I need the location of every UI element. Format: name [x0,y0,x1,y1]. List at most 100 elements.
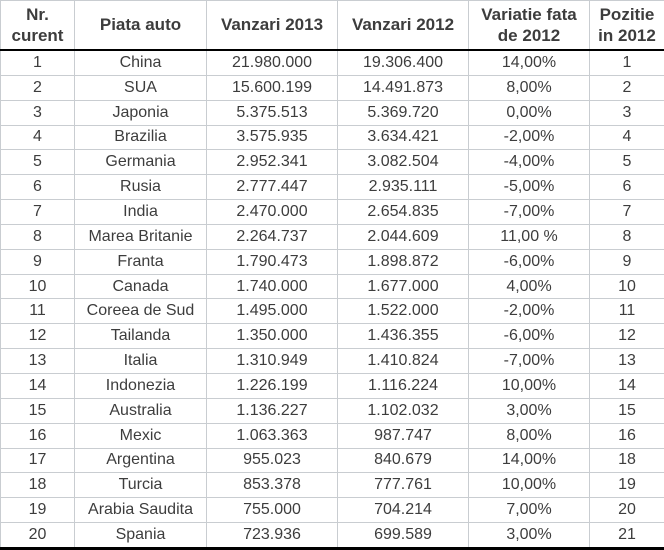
cell-nr-curent: 4 [0,124,75,151]
cell-vanzari-2012: 3.634.421 [337,124,469,151]
cell-piata-auto: Indonezia [74,372,207,399]
cell-vanzari-2013: 1.226.199 [206,372,338,399]
cell-piata-auto: Italia [74,348,207,374]
cell-variatie: -2,00% [468,124,590,151]
cell-pozitie-2012: 19 [589,472,664,499]
cell-piata-auto: Brazilia [74,124,207,151]
cell-variatie: 3,00% [468,522,590,550]
cell-nr-curent: 1 [0,49,75,76]
table-row: 3 Japonia 5.375.513 5.369.720 0,00% 3 [0,99,664,126]
table-row: 15 Australia 1.136.227 1.102.032 3,00% 15 [0,397,664,424]
cell-nr-curent: 3 [0,99,75,126]
cell-vanzari-2013: 15.600.199 [206,74,338,101]
cell-vanzari-2012: 2.935.111 [337,174,469,201]
table-row: 16 Mexic 1.063.363 987.747 8,00% 16 [0,422,664,449]
cell-variatie: 10,00% [468,372,590,399]
cell-pozitie-2012: 1 [589,49,664,76]
table-row: 1 China 21.980.000 19.306.400 14,00% 1 [0,49,664,76]
cell-piata-auto: Rusia [74,174,207,201]
cell-variatie: 7,00% [468,497,590,524]
cell-vanzari-2013: 2.952.341 [206,149,338,176]
cell-vanzari-2013: 1.495.000 [206,298,338,325]
header-piata-auto: Piata auto [74,0,207,51]
cell-vanzari-2013: 955.023 [206,447,338,474]
cell-vanzari-2012: 777.761 [337,472,469,499]
cell-variatie: 8,00% [468,422,590,449]
cell-vanzari-2012: 19.306.400 [337,49,469,76]
cell-nr-curent: 12 [0,323,75,350]
cell-piata-auto: Germania [74,149,207,176]
cell-piata-auto: Marea Britanie [74,223,207,250]
table-header-row: Nr. curent Piata auto Vanzari 2013 Vanza… [0,0,664,51]
cell-vanzari-2013: 1.740.000 [206,273,338,300]
table-row: 7 India 2.470.000 2.654.835 -7,00% 7 [0,199,664,225]
cell-vanzari-2012: 1.436.355 [337,323,469,350]
cell-vanzari-2012: 5.369.720 [337,99,469,126]
cell-piata-auto: Arabia Saudita [74,497,207,524]
cell-variatie: 14,00% [468,447,590,474]
table-row: 13 Italia 1.310.949 1.410.824 -7,00% 13 [0,348,664,374]
cell-nr-curent: 13 [0,348,75,374]
cell-nr-curent: 14 [0,372,75,399]
cell-piata-auto: Mexic [74,422,207,449]
table-row: 18 Turcia 853.378 777.761 10,00% 19 [0,472,664,499]
cell-piata-auto: Canada [74,273,207,300]
cell-variatie: -4,00% [468,149,590,176]
cell-pozitie-2012: 4 [589,124,664,151]
cell-pozitie-2012: 16 [589,422,664,449]
cell-variatie: 10,00% [468,472,590,499]
cell-vanzari-2013: 755.000 [206,497,338,524]
cell-piata-auto: Tailanda [74,323,207,350]
cell-piata-auto: Coreea de Sud [74,298,207,325]
cell-piata-auto: Spania [74,522,207,550]
cell-nr-curent: 10 [0,273,75,300]
cell-vanzari-2012: 840.679 [337,447,469,474]
cell-pozitie-2012: 13 [589,348,664,374]
table-row: 6 Rusia 2.777.447 2.935.111 -5,00% 6 [0,174,664,201]
cell-pozitie-2012: 15 [589,397,664,424]
cell-vanzari-2013: 1.136.227 [206,397,338,424]
table-row: 8 Marea Britanie 2.264.737 2.044.609 11,00 %… [0,223,664,250]
cell-piata-auto: Argentina [74,447,207,474]
cell-vanzari-2012: 14.491.873 [337,74,469,101]
cell-nr-curent: 2 [0,74,75,101]
cell-nr-curent: 17 [0,447,75,474]
cell-nr-curent: 6 [0,174,75,201]
cell-nr-curent: 8 [0,223,75,250]
cell-vanzari-2013: 1.310.949 [206,348,338,374]
table-body: 1 China 21.980.000 19.306.400 14,00% 1 2 SUA 15.… [0,49,664,550]
cell-pozitie-2012: 7 [589,199,664,225]
header-vanzari-2012: Vanzari 2012 [337,0,469,51]
cell-vanzari-2013: 723.936 [206,522,338,550]
header-variatie-fata-de-2012: Variatie fata de 2012 [468,0,590,51]
cell-nr-curent: 9 [0,248,75,275]
header-pozitie-in-2012: Pozitie in 2012 [589,0,664,51]
table-row: 9 Franta 1.790.473 1.898.872 -6,00% 9 [0,248,664,275]
table-row: 10 Canada 1.740.000 1.677.000 4,00% 10 [0,273,664,300]
cell-pozitie-2012: 20 [589,497,664,524]
cell-nr-curent: 11 [0,298,75,325]
cell-vanzari-2013: 853.378 [206,472,338,499]
cell-pozitie-2012: 10 [589,273,664,300]
cell-variatie: 4,00% [468,273,590,300]
cell-pozitie-2012: 11 [589,298,664,325]
cell-piata-auto: SUA [74,74,207,101]
cell-nr-curent: 19 [0,497,75,524]
cell-pozitie-2012: 2 [589,74,664,101]
table-row: 4 Brazilia 3.575.935 3.634.421 -2,00% 4 [0,124,664,151]
cell-pozitie-2012: 21 [589,522,664,550]
cell-vanzari-2012: 1.677.000 [337,273,469,300]
cell-vanzari-2012: 699.589 [337,522,469,550]
table-row: 14 Indonezia 1.226.199 1.116.224 10,00% 14 [0,372,664,399]
cell-variatie: 11,00 % [468,223,590,250]
cell-vanzari-2012: 704.214 [337,497,469,524]
header-nr-curent: Nr. curent [0,0,75,51]
cell-vanzari-2013: 1.350.000 [206,323,338,350]
table-row: 11 Coreea de Sud 1.495.000 1.522.000 -2,00% 1… [0,298,664,325]
table-row: 5 Germania 2.952.341 3.082.504 -4,00% 5 [0,149,664,176]
cell-pozitie-2012: 5 [589,149,664,176]
cell-variatie: 14,00% [468,49,590,76]
cell-piata-auto: Japonia [74,99,207,126]
table-row: 20 Spania 723.936 699.589 3,00% 21 [0,522,664,550]
